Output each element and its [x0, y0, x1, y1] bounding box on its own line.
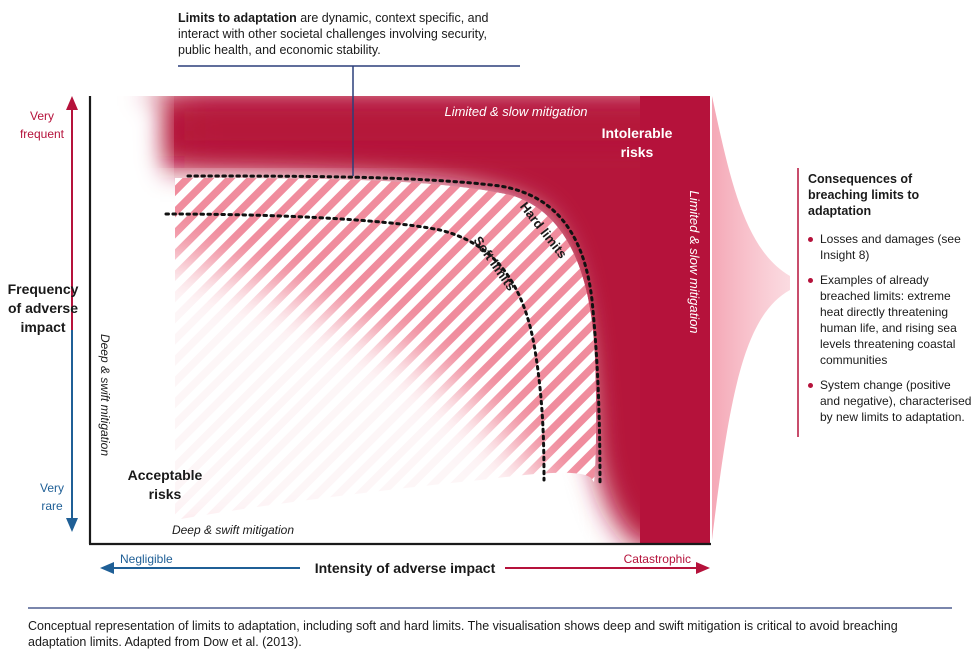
- very-frequent-label-1: Very: [30, 109, 54, 123]
- soft-limits-curve: [164, 212, 546, 482]
- deep-left-label: Deep & swift mitigation: [98, 334, 112, 456]
- negligible-label: Negligible: [120, 552, 173, 566]
- acceptable-label-2: risks: [149, 486, 182, 502]
- intolerable-label-2: risks: [621, 144, 654, 160]
- intolerable-label-1: Intolerable: [602, 125, 673, 141]
- x-arrow-right-head: [696, 562, 710, 574]
- y-arrow-up-head: [66, 96, 78, 110]
- callout-text: Limits to adaptation are dynamic, contex…: [178, 10, 518, 58]
- figure-caption: Conceptual representation of limits to a…: [28, 619, 898, 649]
- y-axis-title-3: impact: [20, 319, 65, 335]
- intolerable-zone: [150, 96, 710, 543]
- consequences-list: Losses and damages (see Insight 8) Examp…: [808, 231, 973, 425]
- consequence-fan: [712, 96, 790, 540]
- y-axis-title-2: of adverse: [8, 300, 78, 316]
- consequences-panel: Consequences of breaching limits to adap…: [808, 171, 973, 434]
- limited-top-label: Limited & slow mitigation: [444, 104, 587, 119]
- y-axis-title-1: Frequency: [8, 281, 79, 297]
- consequences-title: Consequences of breaching limits to adap…: [808, 172, 920, 218]
- limited-right-label: Limited & slow mitigation: [687, 190, 702, 333]
- deep-bottom-label: Deep & swift mitigation: [172, 523, 294, 537]
- callout-title: Limits to adaptation: [178, 11, 297, 25]
- x-arrow-left-head: [100, 562, 114, 574]
- callout-body: are dynamic, context specific, and inter…: [178, 11, 489, 57]
- catastrophic-label: Catastrophic: [624, 552, 691, 566]
- hard-limits-curve: [186, 174, 602, 486]
- consequence-item: Losses and damages (see Insight 8): [808, 231, 973, 263]
- x-axis-title: Intensity of adverse impact: [315, 560, 496, 576]
- acceptable-label-1: Acceptable: [128, 467, 203, 483]
- very-rare-label-1: Very: [40, 481, 64, 495]
- y-arrow-down-head: [66, 518, 78, 532]
- plot-area: [90, 96, 710, 543]
- very-frequent-label-2: frequent: [20, 127, 65, 141]
- consequence-item: System change (positive and negative), c…: [808, 377, 973, 425]
- very-rare-label-2: rare: [41, 499, 63, 513]
- consequence-item: Examples of already breached limits: ext…: [808, 272, 973, 368]
